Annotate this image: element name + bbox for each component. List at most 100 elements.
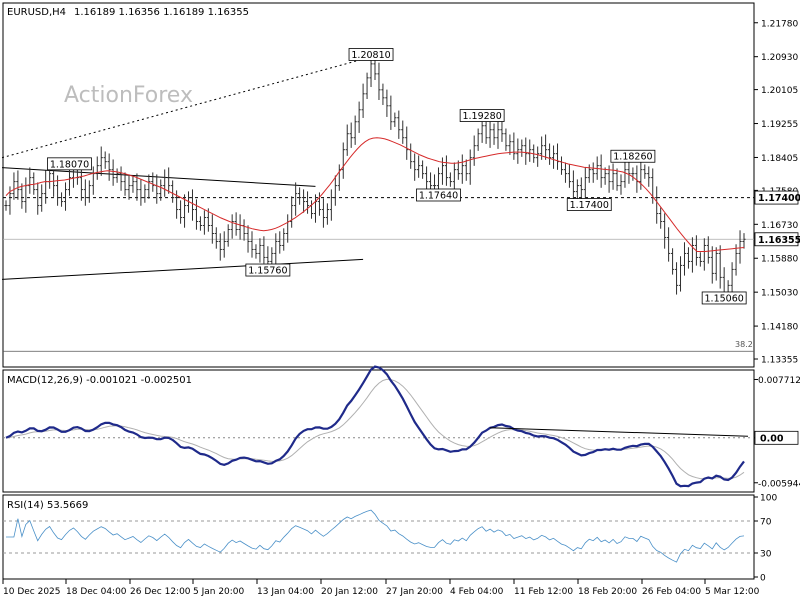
macd-tick-label: 0.007712: [758, 376, 800, 386]
price-bar: [337, 164, 341, 191]
upper-channel-line: [2, 167, 316, 187]
price-bar: [627, 158, 631, 184]
annotation-box: [610, 149, 656, 163]
price-bar: [476, 128, 480, 151]
price-annotation: 1.17400: [566, 198, 612, 211]
annotation-box: [348, 48, 394, 61]
rsi-label: RSI(14) 53.5669: [7, 500, 88, 511]
price-bar: [619, 174, 623, 195]
price-bar: [194, 199, 199, 230]
price-bar: [230, 214, 234, 239]
price-bar: [413, 153, 417, 181]
price-bar: [365, 72, 369, 99]
price-bar: [333, 175, 337, 206]
price-bar: [321, 198, 326, 228]
price-tick-label: 1.18405: [761, 154, 798, 164]
price-bar: [12, 172, 16, 200]
price-bar: [246, 225, 250, 253]
price-bar: [286, 214, 290, 243]
price-bar: [678, 256, 683, 292]
watermark: ActionForex: [64, 83, 193, 108]
price-bar: [79, 169, 83, 201]
price-bar: [682, 242, 687, 276]
price-bar: [155, 174, 159, 204]
annotation-box: [47, 157, 92, 171]
price-bar: [579, 177, 583, 201]
annotation-label: 1.18260: [613, 152, 652, 163]
price-bar: [282, 228, 286, 251]
price-bar: [4, 200, 8, 211]
price-annotation: 1.18070: [47, 157, 92, 171]
price-bar: [59, 192, 64, 207]
price-bar: [528, 139, 532, 162]
time-tick-label: 20 Jan 12:00: [321, 587, 378, 597]
price-bar: [536, 146, 540, 167]
tag-box: [754, 430, 799, 445]
price-bar: [83, 179, 87, 206]
price-bar: [516, 138, 520, 164]
price-tick-label: 1.19255: [761, 120, 798, 130]
price-axis: 1.217801.209301.201051.192551.184051.175…: [754, 19, 800, 366]
price-annotation: 1.17640: [416, 188, 461, 201]
price-bar: [305, 191, 310, 214]
price-bar: [583, 167, 587, 198]
price-bar: [547, 143, 552, 165]
price-tick-label: 1.14180: [761, 323, 798, 333]
price-bar: [663, 213, 667, 249]
macd-indicator: [3, 365, 754, 488]
rsi-line: [6, 509, 745, 563]
annotation-label: 1.17400: [570, 200, 609, 211]
price-bar: [738, 230, 742, 264]
price-bar: [710, 246, 714, 284]
price-bar: [706, 236, 710, 264]
price-bar: [742, 233, 746, 249]
price-bar: [202, 210, 206, 235]
price-bar: [409, 143, 413, 169]
time-tick-label: 18 Feb 20:00: [578, 587, 637, 597]
time-tick-label: 13 Jan 04:00: [257, 587, 314, 597]
price-bar: [262, 236, 266, 264]
tag-label: 0.00: [760, 433, 784, 444]
price-bar: [20, 183, 24, 209]
price-bar: [301, 189, 306, 213]
price-bar: [107, 153, 111, 181]
price-annotation: 1.15060: [701, 291, 747, 305]
price-bar: [258, 238, 262, 263]
annotation-label: 1.19280: [462, 111, 501, 122]
annotation-box: [245, 263, 291, 277]
annotation-box: [566, 198, 612, 211]
price-bar: [329, 189, 333, 221]
symbol-label: EURUSD,H4: [7, 7, 66, 18]
price-bar: [520, 139, 524, 157]
price-bar: [309, 200, 314, 219]
tag-label: 1.16355: [758, 235, 800, 246]
price-bar: [615, 168, 619, 191]
price-bar: [508, 134, 512, 155]
macd-tick-label: -0.005944: [758, 479, 800, 489]
time-tick-label: 5 Jan 20:00: [193, 587, 245, 597]
price-bar: [294, 182, 298, 216]
price-bar: [290, 196, 294, 228]
price-bar: [480, 118, 484, 143]
price-bar: [591, 162, 595, 183]
price-bar: [690, 237, 695, 273]
price-tick-label: 1.13355: [761, 356, 798, 366]
price-bar: [87, 180, 91, 203]
rsi-tick-label: 30: [760, 550, 772, 560]
price-bar: [91, 166, 95, 195]
price-bar: [238, 214, 242, 240]
price-bar: [127, 174, 131, 200]
price-bar: [436, 167, 441, 193]
price-bar: [385, 89, 389, 117]
price-bar: [377, 62, 381, 100]
current-price-tag: 1.16355: [754, 232, 800, 247]
level-price-tag: 1.17400: [754, 190, 800, 205]
price-bar: [424, 166, 429, 191]
price-bar: [353, 115, 357, 145]
price-bar: [667, 227, 671, 262]
rsi-axis: 100 70 30 0: [754, 494, 777, 584]
price-bar: [555, 143, 560, 170]
moving-average: [5, 137, 745, 252]
price-bar: [250, 231, 254, 258]
annotation-box: [701, 291, 747, 305]
